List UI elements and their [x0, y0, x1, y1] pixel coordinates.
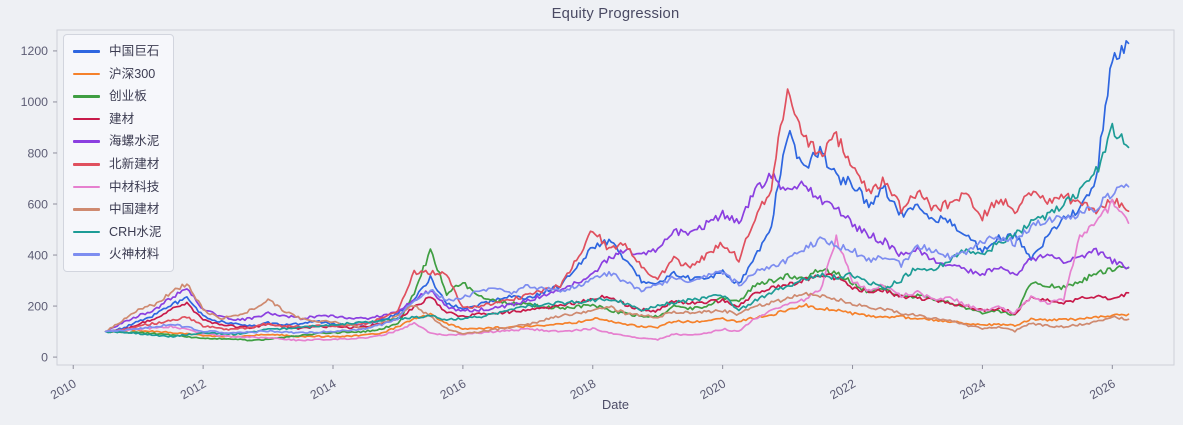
legend-label: 中国巨石 [109, 44, 160, 58]
legend-swatch [73, 208, 100, 211]
legend-label: CRH水泥 [109, 224, 162, 239]
series-line-2 [104, 303, 1130, 338]
legend-item: 创业板 [73, 88, 161, 105]
series-line-5 [104, 172, 1130, 333]
y-tick-label: 200 [27, 299, 48, 313]
legend-swatch [73, 253, 100, 256]
x-axis-label: Date [601, 397, 630, 412]
legend-label: 中材科技 [109, 179, 160, 194]
legend-item: CRH水泥 [73, 224, 161, 241]
legend-label: 建材 [109, 111, 135, 126]
y-tick-label: 800 [27, 146, 48, 160]
legend-swatch [73, 117, 100, 121]
legend-label: 火神材料 [109, 247, 160, 262]
legend-item: 火神材料 [73, 246, 161, 263]
legend-item: 中国巨石 [73, 43, 161, 60]
legend-swatch [73, 50, 100, 53]
plot-frame [56, 29, 1175, 366]
legend-label: 沪深300 [109, 66, 156, 81]
y-tick-label: 400 [27, 248, 48, 262]
legend-label: 海螺水泥 [109, 134, 160, 149]
legend-swatch [73, 95, 100, 98]
y-tick-label: 1200 [21, 44, 49, 58]
legend-label: 创业板 [109, 89, 147, 104]
legend-swatch [73, 72, 100, 76]
series-line-1 [104, 40, 1130, 333]
legend-label: 北新建材 [109, 156, 160, 171]
legend-swatch [73, 140, 100, 143]
legend-item: 中材科技 [73, 179, 161, 196]
legend-item: 海螺水泥 [73, 133, 161, 150]
series-line-8 [104, 283, 1130, 335]
legend-label: 中国建材 [109, 202, 160, 217]
legend: 中国巨石沪深300 创业板建材海螺水泥北新建材中材科技中国建材 CRH水泥火神材料 [63, 34, 175, 272]
y-tick-label: 1000 [21, 95, 49, 109]
series-line-9 [104, 122, 1130, 338]
legend-item: 北新建材 [73, 156, 161, 173]
series-line-6 [104, 88, 1130, 333]
series-line-10 [104, 183, 1130, 335]
legend-swatch [73, 162, 100, 166]
legend-swatch [73, 185, 100, 189]
chart-title: Equity Progression [551, 6, 680, 22]
legend-item: 沪深300 [73, 66, 161, 83]
legend-item: 中国建材 [73, 201, 161, 218]
y-tick-label: 600 [27, 197, 48, 211]
series-line-7 [104, 198, 1130, 342]
legend-swatch [73, 230, 100, 234]
legend-item: 建材 [73, 111, 161, 128]
y-tick-label: 0 [41, 350, 48, 364]
